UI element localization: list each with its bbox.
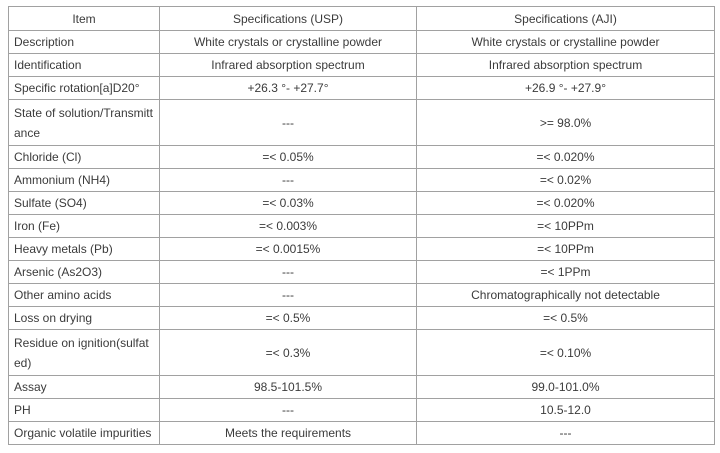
column-header-specifications-usp: Specifications (USP) (159, 6, 417, 31)
table-row: Heavy metals (Pb) =< 0.0015% =< 10PPm (8, 237, 715, 261)
aji-cell: =< 10PPm (416, 237, 715, 261)
usp-cell: =< 0.5% (159, 306, 417, 330)
table-row: Chloride (Cl) =< 0.05% =< 0.020% (8, 145, 715, 169)
table-row: Description White crystals or crystalline… (8, 30, 715, 54)
aji-cell: =< 0.5% (416, 306, 715, 330)
aji-cell: 99.0-101.0% (416, 375, 715, 399)
item-cell: Arsenic (As2O3) (8, 260, 160, 284)
table-row: Ammonium (NH4) --- =< 0.02% (8, 168, 715, 192)
item-cell: Loss on drying (8, 306, 160, 330)
usp-cell: Infrared absorption spectrum (159, 53, 417, 77)
item-cell: Ammonium (NH4) (8, 168, 160, 192)
header-row: Item Specifications (USP) Specifications… (8, 6, 715, 31)
table-row: Loss on drying =< 0.5% =< 0.5% (8, 306, 715, 330)
usp-cell: --- (159, 398, 417, 422)
table-row: Specific rotation[a]D20° +26.3 °- +27.7° +… (8, 76, 715, 100)
item-cell: Assay (8, 375, 160, 399)
aji-cell: =< 0.020% (416, 145, 715, 169)
table-row: Assay 98.5-101.5% 99.0-101.0% (8, 375, 715, 399)
item-cell: Iron (Fe) (8, 214, 160, 238)
column-header-specifications-aji: Specifications (AJI) (416, 6, 715, 31)
item-cell: Heavy metals (Pb) (8, 237, 160, 261)
usp-cell: --- (159, 99, 417, 146)
item-cell: Organic volatile impurities (8, 421, 160, 445)
aji-cell: >= 98.0% (416, 99, 715, 146)
table-body: Description White crystals or crystalline… (8, 30, 715, 445)
aji-cell: Chromatographically not detectable (416, 283, 715, 307)
table-row: Iron (Fe) =< 0.003% =< 10PPm (8, 214, 715, 238)
item-cell: Sulfate (SO4) (8, 191, 160, 215)
table-row: Identification Infrared absorption spectr… (8, 53, 715, 77)
usp-cell: =< 0.05% (159, 145, 417, 169)
item-cell: Specific rotation[a]D20° (8, 76, 160, 100)
item-cell: Residue on ignition(sulfated) (8, 329, 160, 376)
table-row: Sulfate (SO4) =< 0.03% =< 0.020% (8, 191, 715, 215)
aji-cell: 10.5-12.0 (416, 398, 715, 422)
aji-cell: =< 0.10% (416, 329, 715, 376)
usp-cell: White crystals or crystalline powder (159, 30, 417, 54)
usp-cell: +26.3 °- +27.7° (159, 76, 417, 100)
usp-cell: 98.5-101.5% (159, 375, 417, 399)
table-row: State of solution/Transmittance --- >= 98.… (8, 99, 715, 146)
aji-cell: =< 0.020% (416, 191, 715, 215)
table-row: PH --- 10.5-12.0 (8, 398, 715, 422)
table-row: Other amino acids --- Chromatographically … (8, 283, 715, 307)
item-cell: Chloride (Cl) (8, 145, 160, 169)
usp-cell: --- (159, 283, 417, 307)
usp-cell: --- (159, 168, 417, 192)
aji-cell: =< 10PPm (416, 214, 715, 238)
item-cell: Description (8, 30, 160, 54)
column-header-item: Item (8, 6, 160, 31)
aji-cell: =< 0.02% (416, 168, 715, 192)
usp-cell: =< 0.003% (159, 214, 417, 238)
aji-cell: --- (416, 421, 715, 445)
item-cell: Identification (8, 53, 160, 77)
aji-cell: White crystals or crystalline powder (416, 30, 715, 54)
usp-cell: Meets the requirements (159, 421, 417, 445)
table-row: Organic volatile impurities Meets the req… (8, 421, 715, 445)
item-cell: Other amino acids (8, 283, 160, 307)
usp-cell: --- (159, 260, 417, 284)
aji-cell: =< 1PPm (416, 260, 715, 284)
specifications-table: Item Specifications (USP) Specifications… (8, 6, 715, 445)
usp-cell: =< 0.03% (159, 191, 417, 215)
usp-cell: =< 0.0015% (159, 237, 417, 261)
item-cell: State of solution/Transmittance (8, 99, 160, 146)
item-cell: PH (8, 398, 160, 422)
usp-cell: =< 0.3% (159, 329, 417, 376)
aji-cell: Infrared absorption spectrum (416, 53, 715, 77)
table-row: Arsenic (As2O3) --- =< 1PPm (8, 260, 715, 284)
table-row: Residue on ignition(sulfated) =< 0.3% =< 0… (8, 329, 715, 376)
aji-cell: +26.9 °- +27.9° (416, 76, 715, 100)
